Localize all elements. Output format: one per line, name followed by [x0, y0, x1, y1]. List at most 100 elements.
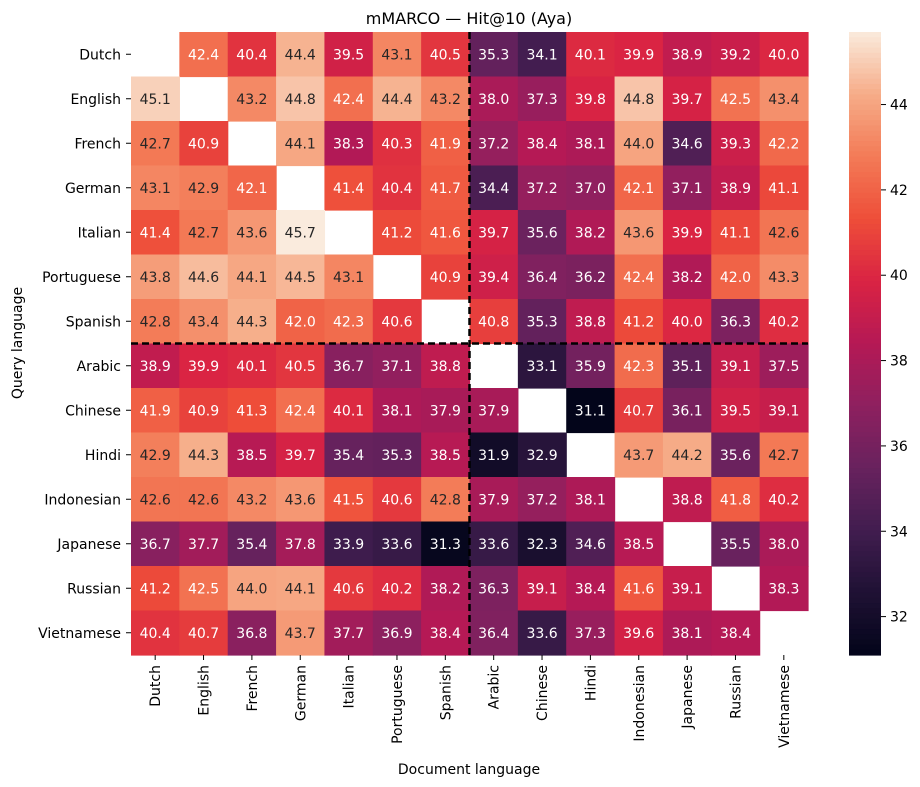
cell-value-label: 43.4 [188, 314, 219, 330]
cell-value-label: 41.2 [140, 581, 171, 597]
colorbar-segment [849, 32, 881, 38]
y-tick-label: German [65, 181, 121, 197]
heatmap-cell [227, 477, 277, 523]
y-tick-label: Dutch [79, 47, 121, 63]
cell-value-label: 36.4 [478, 626, 509, 642]
cell-value-label: 44.0 [236, 581, 267, 597]
cell-value-label: 32.9 [526, 448, 557, 464]
cell-value-label: 40.1 [236, 359, 267, 375]
colorbar-segment [849, 276, 881, 282]
heatmap-cell [421, 477, 471, 523]
heatmap-cell [711, 121, 761, 167]
colorbar-segment [849, 566, 881, 573]
cell-value-label: 38.9 [672, 47, 703, 63]
colorbar-segment [849, 265, 881, 272]
cell-value-label: 43.1 [381, 47, 412, 63]
heatmap-cell [711, 521, 761, 567]
cell-value-label: 43.8 [140, 270, 171, 286]
heatmap-cell [131, 521, 180, 567]
colorbar-segment [849, 525, 881, 531]
cell-value-label: 41.5 [333, 492, 364, 508]
cell-value-label: 35.3 [381, 448, 412, 464]
heatmap-cell [614, 521, 664, 567]
cell-value-label: 40.9 [430, 270, 461, 286]
y-axis: Dutch English French German Italian Portugues… [38, 47, 131, 642]
heatmap-cell [372, 610, 422, 656]
cell-value-label: 43.2 [236, 492, 267, 508]
cell-value-label: 40.7 [188, 626, 219, 642]
colorbar-segment [849, 462, 881, 469]
cell-value-label: 40.5 [285, 359, 316, 375]
cell-value-label: 37.3 [526, 92, 557, 108]
heatmap-cell [662, 210, 712, 256]
cell-value-label: 42.1 [236, 181, 267, 197]
heatmap-cell [421, 32, 471, 78]
cell-value-label: 44.0 [623, 136, 654, 152]
heatmap-cell [517, 566, 567, 612]
colorbar-segment [849, 468, 881, 474]
heatmap-cell [276, 432, 326, 478]
cell-value-label: 40.2 [768, 314, 799, 330]
cell-value-label: 38.1 [575, 492, 606, 508]
cell-value-label: 42.6 [140, 492, 171, 508]
heatmap-cell [276, 210, 326, 256]
cell-value-label: 44.1 [285, 581, 316, 597]
heatmap-cell [469, 76, 519, 122]
colorbar-segment [849, 561, 881, 568]
heatmap-cell [711, 610, 761, 656]
cell-value-label: 42.8 [140, 314, 171, 330]
cell-value-label: 38.2 [430, 581, 461, 597]
cell-value-label: 37.2 [526, 492, 557, 508]
heatmap-cell [566, 388, 616, 434]
heatmap-cell [759, 254, 809, 300]
heatmap-cell [276, 121, 326, 167]
heatmap-cell [469, 566, 519, 612]
heatmap-cell [324, 121, 374, 167]
colorbar-segment [849, 405, 881, 412]
cell-value-label: 42.4 [188, 47, 219, 63]
heatmap-cell [276, 299, 326, 345]
heatmap-cell [614, 388, 664, 434]
x-tick-label: Dutch [148, 665, 164, 707]
x-tick-label: Vietnamese [777, 665, 793, 748]
colorbar-segment [849, 499, 881, 506]
cell-value-label: 38.8 [430, 359, 461, 375]
colorbar-segment [849, 629, 881, 635]
colorbar-segment [849, 291, 881, 298]
cell-value-label: 42.6 [768, 225, 799, 241]
colorbar-segment [849, 296, 881, 303]
colorbar-segment [849, 250, 881, 256]
heatmap-cell [469, 299, 519, 345]
cell-value-label: 39.1 [526, 581, 557, 597]
heatmap-cell [566, 121, 616, 167]
heatmap-cell [614, 432, 664, 478]
cell-value-label: 35.6 [526, 225, 557, 241]
heatmap-cell [711, 477, 761, 523]
cell-value-label: 34.1 [526, 47, 557, 63]
cell-value-label: 41.6 [623, 581, 654, 597]
heatmap-cell [662, 165, 712, 211]
heatmap-cell [711, 432, 761, 478]
heatmap-cell [566, 343, 616, 389]
y-tick-label: Italian [78, 225, 121, 241]
colorbar-segment [849, 109, 881, 116]
cell-value-label: 34.6 [672, 136, 703, 152]
colorbar-segment [849, 192, 881, 199]
colorbar-segment [849, 379, 881, 386]
heatmap-cell [614, 121, 664, 167]
heatmap-cell [759, 165, 809, 211]
cell-value-label: 32.3 [526, 537, 557, 553]
colorbar-segment [849, 255, 881, 262]
colorbar-segment [849, 270, 881, 277]
heatmap-cell [566, 76, 616, 122]
heatmap-cell [372, 32, 422, 78]
cell-value-label: 38.5 [236, 448, 267, 464]
colorbar-segment [849, 421, 881, 428]
cell-value-label: 42.9 [140, 448, 171, 464]
cell-value-label: 38.5 [623, 537, 654, 553]
heatmap-cell [131, 566, 180, 612]
colorbar-segment [849, 374, 881, 381]
cell-value-label: 41.2 [381, 225, 412, 241]
heatmap-cell [421, 254, 471, 300]
heatmap-cell [179, 254, 229, 300]
